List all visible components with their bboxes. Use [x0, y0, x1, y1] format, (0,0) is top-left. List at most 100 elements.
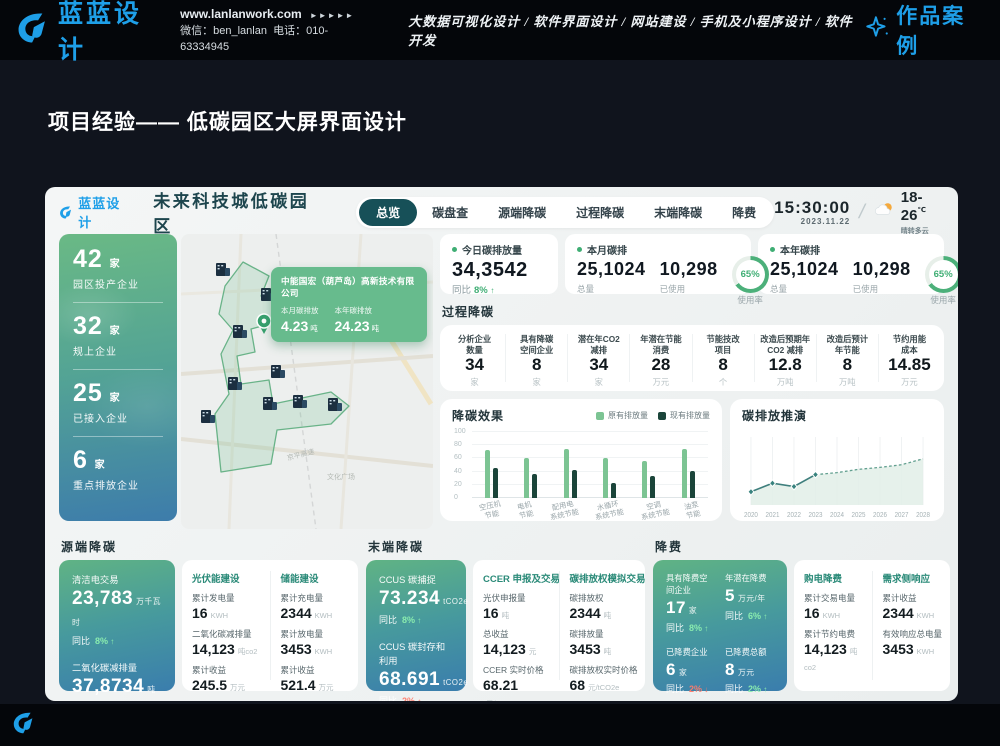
kpi-card-month-emission: 本月碳排 25,1024 总量 10,298 已使用 65% 使用率 [565, 234, 769, 305]
stat-unit: 吨CO2 [147, 684, 156, 694]
fee-column: 购电降费 累计交易电量 16 KWH 累计节约电费 14,123 吨co2 [794, 571, 872, 680]
item-unit: KWH [210, 611, 229, 620]
gridline: 60 [454, 454, 708, 461]
detail-item: 碳排放权实时价格 68 元/tCO2e [570, 664, 638, 693]
item-unit: 元/tCO2e [588, 683, 620, 693]
detail-item: 累计收益 2344 KWH [883, 592, 941, 621]
item-unit: KWH [314, 611, 333, 620]
sidebar-stat: 25 家已接入企业 [73, 381, 163, 426]
stat-unit: 万千瓦时 [72, 597, 162, 627]
detail-item: 碳排放权 2344 吨 [570, 592, 636, 621]
compare-pct: 8% [689, 622, 703, 633]
item-label: 累计收益 [192, 665, 227, 676]
process-label: 改造后预期年 CO2 减排 [760, 334, 811, 355]
stat-compare: 同比 2% ↑ [725, 682, 774, 695]
portfolio-link[interactable]: 作品案例 [864, 0, 984, 60]
tab-降费[interactable]: 降费 [732, 205, 757, 220]
process-unit: 家 [532, 376, 541, 387]
metric-label: 已使用 [659, 283, 686, 294]
bar-原有排放量 [603, 457, 609, 498]
gridline: 40 [454, 468, 708, 475]
stat-unit: 家 [105, 259, 121, 270]
clock-date: 2023.11.22 [800, 216, 851, 226]
trend-arrow: ↓ [702, 685, 709, 695]
bar-category: 空调 系统节能 [640, 499, 671, 522]
dashboard-brand: 蓝蓝设计 [59, 193, 131, 231]
item-unit: 万元 [230, 683, 246, 693]
stat-label: CCUS 碳封存和利用 [379, 641, 446, 666]
item-value: 3453 KWH [280, 641, 333, 658]
terminal-column: 碳排放权模拟交易 碳排放权 2344 吨碳排放量 3453 吨碳排放权实时价格 68 元/tC… [558, 571, 646, 693]
kpi-title: 本月碳排 [577, 242, 739, 257]
site-url[interactable]: www.lanlanwork.com [180, 6, 302, 21]
dashboard-screenshot: 蓝蓝设计 未来科技城低碳园区 总览 碳盘查 源端降碳 过程降碳 末端降碳 降费 15:30… [45, 187, 958, 701]
header-divider: / [857, 200, 868, 223]
item-unit: KWH [916, 647, 935, 657]
tab-末端降碳[interactable]: 末端降碳 [654, 205, 703, 220]
item-label: 碳排放权 [569, 593, 604, 603]
fee-reduction-group: 降费 具有降费空间企业 17 家同比 8% ↑ 年潜在降费 5 万元/年 同比 6% ↑ 已降费企… [653, 536, 950, 695]
item-label: 碳排放量 [569, 629, 604, 640]
company-tooltip: 中能国宏（葫芦岛）高新技术有限公司 本月碳排放 4.23 吨 本年碳排放 24.2… [271, 267, 427, 342]
donut-percent: 65% [740, 269, 760, 280]
source-reduction-group: 源端降碳 清洁电交易 23,783 万千瓦时 同比 8% ↑ 二氧化碳减排量 37,8734… [59, 536, 358, 697]
compare-pct: 2% [748, 684, 762, 695]
phone-label: 电话：010-63334945 [180, 24, 329, 54]
tab-总览[interactable]: 总览 [359, 198, 418, 226]
item-value: 16 吨 [483, 605, 510, 621]
column-title: CCER 申报及交易 [483, 574, 561, 585]
site-footer [0, 704, 1000, 746]
source-stat: 清洁电交易 23,783 万千瓦时 同比 8% ↑ [72, 572, 162, 647]
tab-源端降碳[interactable]: 源端降碳 [498, 205, 547, 220]
compare-label: 同比 [72, 635, 91, 646]
terminal-detail-card: CCER 申报及交易 光伏申报量 16 吨总收益 14,123 元 CCER 实时价格 68.… [473, 560, 646, 701]
item-unit: 吨co2 [237, 647, 258, 657]
terminal-reduction-group: 末端降碳 CCUS 碳捕捉 73.234 tCO2e 同比 8% ↑ CCUS 碳封存和利… [366, 536, 646, 701]
bar-category: 油泵 节能 [683, 499, 702, 521]
detail-item: 二氧化碳减排量 14,123 吨co2 [192, 628, 260, 657]
detail-item: 累计交易电量 16 KWH [804, 592, 862, 621]
process-unit: 家 [594, 376, 603, 387]
tab-碳盘查[interactable]: 碳盘查 [432, 205, 469, 220]
kpi-title-text: 本月碳排 [587, 246, 627, 257]
fee-stat: 已降费总额 8 万元 同比 2% ↑ [725, 646, 774, 696]
svg-text:2024: 2024 [830, 512, 844, 519]
item-unit: KWH [314, 647, 333, 657]
stat-unit: 万元 [737, 667, 755, 677]
process-stat: 改造后预计 年节能 8 万吨 [815, 334, 878, 387]
process-stat: 改造后预期年 CO2 减排 12.8 万吨 [753, 334, 816, 387]
y-tick: 100 [454, 428, 466, 435]
weather-widget: 18-26℃ 晴转多云 [874, 189, 944, 236]
process-stat: 分析企业 数量 34 家 [444, 334, 505, 387]
item-value: 68.21元/tCO2e [483, 677, 549, 701]
item-value: 2344 KWH [882, 605, 935, 621]
bar-现有排放量 [532, 473, 538, 498]
kpi-card-year-emission: 本年碳排 25,1024 总量 10,298 已使用 65% 使用率 [758, 234, 958, 305]
process-label: 年潜在节能 消费 [640, 334, 682, 355]
fee-detail-card: 购电降费 累计交易电量 16 KWH 累计节约电费 14,123 吨co2 需求侧响应 累计收益… [794, 560, 950, 691]
item-unit: 元 [528, 647, 537, 657]
stat-unit: 家 [678, 667, 688, 677]
gridline: 80 [454, 441, 708, 448]
bar-原有排放量 [485, 450, 491, 498]
dashboard-header: 蓝蓝设计 未来科技城低碳园区 总览 碳盘查 源端降碳 过程降碳 末端降碳 降费 15:30… [59, 190, 944, 236]
arrows-decor: ►►►►► [309, 10, 355, 20]
park-map[interactable]: 龙腾世纪 文化广场 京平高速 文化广场 中能国宏（葫芦岛）高新技术有限公司 本月… [181, 234, 433, 529]
stat-value: 37,8734吨CO2 [72, 676, 162, 701]
gridline: 0 [454, 494, 708, 501]
bar-chart-title: 降碳效果 [452, 409, 505, 423]
process-unit: 个 [718, 376, 728, 387]
y-tick: 40 [454, 467, 462, 475]
clock-time: 15:30:00 [774, 197, 851, 217]
process-label: 分析企业 数量 [457, 334, 492, 355]
bar-group [524, 457, 538, 498]
kpi-title-text: 本年碳排 [780, 246, 820, 257]
tab-过程降碳[interactable]: 过程降碳 [576, 205, 625, 220]
bullet-dot [452, 247, 457, 252]
process-unit: 万吨 [776, 376, 794, 387]
kpi-metric: 25,1024 总量 [770, 259, 839, 295]
kpi-metric: 10,298 已使用 [853, 259, 911, 295]
process-value: 28 [651, 355, 671, 374]
